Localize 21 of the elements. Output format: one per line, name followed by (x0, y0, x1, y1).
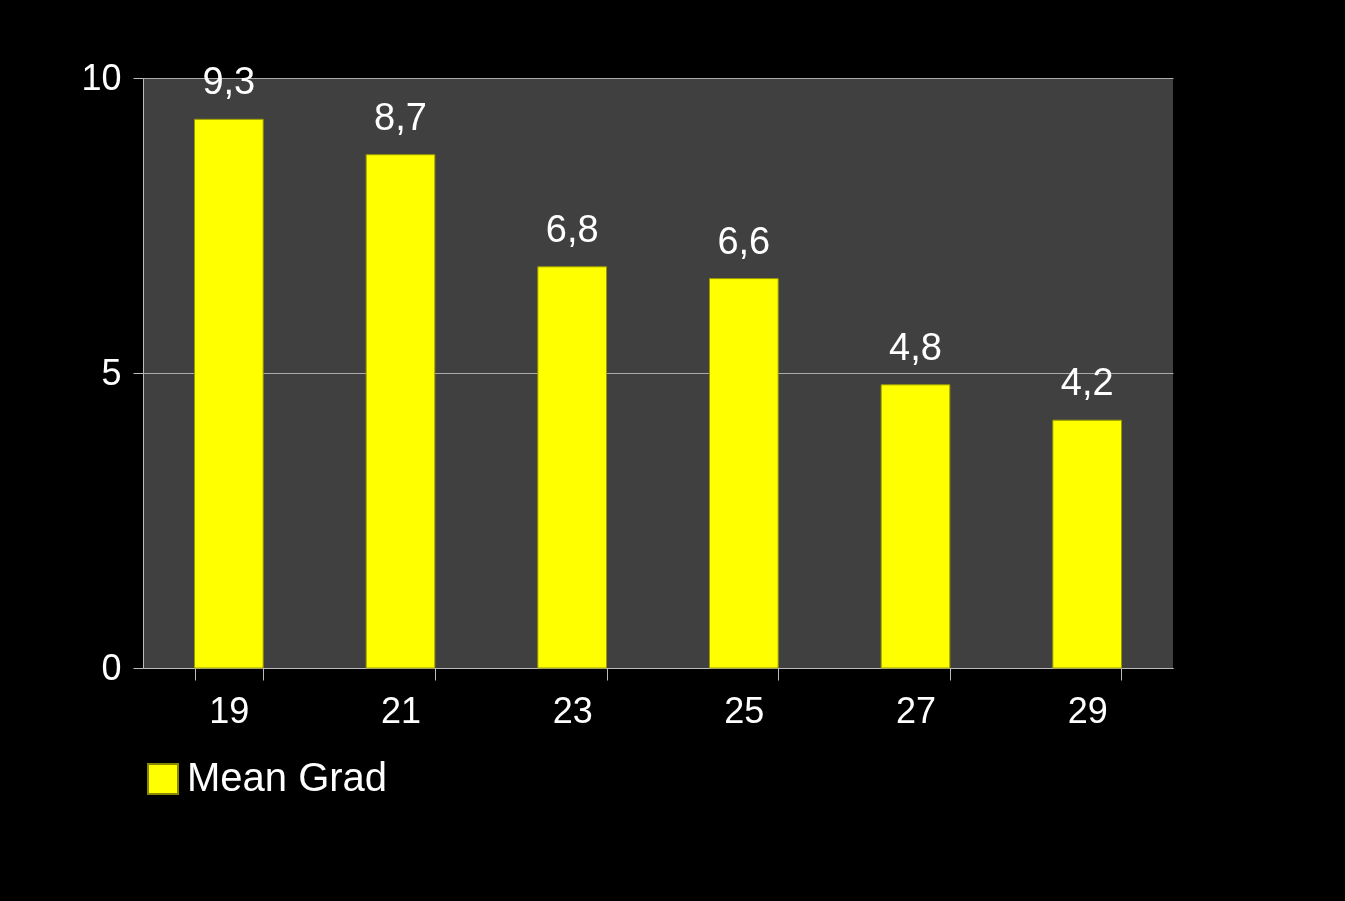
x-tick-label: 21 (380, 689, 422, 731)
legend-label: Mean Grad (187, 755, 388, 799)
bar (537, 266, 607, 669)
data-label: 4,8 (889, 325, 942, 368)
y-tick-label: 5 (101, 351, 122, 393)
data-label: 6,6 (717, 219, 771, 262)
data-label: 8,7 (374, 95, 427, 138)
x-tick-label: 19 (209, 689, 250, 731)
y-tick-label: 0 (101, 646, 122, 688)
x-tick-label: 27 (895, 689, 937, 731)
data-label: 4,2 (1060, 361, 1114, 404)
bar (365, 154, 436, 669)
x-tick-label: 25 (724, 689, 765, 731)
bar (709, 278, 779, 669)
bar (1052, 419, 1122, 669)
data-label: 6,8 (545, 207, 599, 250)
x-tick-label: 23 (552, 689, 593, 731)
x-tick-label: 29 (1067, 689, 1108, 731)
bar (194, 118, 264, 669)
y-tick-label: 10 (81, 56, 122, 98)
bar (880, 384, 951, 669)
